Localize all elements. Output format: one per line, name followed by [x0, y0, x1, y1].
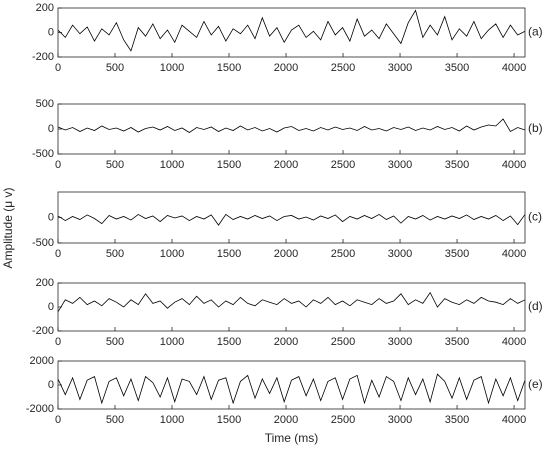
x-tick-label: 4000: [502, 414, 526, 426]
y-tick-label: 0: [48, 123, 54, 135]
y-tick-label: -200: [32, 51, 54, 63]
signal-line: [57, 291, 526, 313]
x-tick-label: 3000: [388, 248, 412, 260]
y-axis-label: Amplitude (μ v): [1, 188, 15, 269]
axes-box: [57, 191, 526, 244]
x-tick-label: 0: [55, 414, 61, 426]
x-tick-label: 3500: [445, 62, 469, 74]
x-axis-label: Time (ms): [265, 431, 319, 445]
x-tick-label: 500: [106, 336, 124, 348]
x-tick-label: 500: [106, 62, 124, 74]
y-tick-label: 0: [48, 26, 54, 38]
x-tick-label: 0: [55, 248, 61, 260]
x-tick-label: 500: [106, 414, 124, 426]
x-tick-label: 500: [106, 159, 124, 171]
signal-line: [57, 213, 526, 226]
x-tick-label: 1000: [160, 248, 184, 260]
x-tick-label: 2500: [331, 414, 355, 426]
x-tick-label: 3500: [445, 414, 469, 426]
x-tick-label: 2500: [331, 248, 355, 260]
signal-line: [57, 373, 526, 405]
y-tick-label: -500: [32, 237, 54, 249]
signal-line: [57, 118, 526, 133]
x-tick-label: 1500: [217, 159, 241, 171]
y-tick-label: -200: [32, 325, 54, 337]
x-tick-label: 1500: [217, 248, 241, 260]
x-tick-label: 1500: [217, 336, 241, 348]
panel-label: (c): [528, 210, 542, 224]
x-tick-label: 1000: [160, 159, 184, 171]
x-tick-label: 2500: [331, 62, 355, 74]
x-tick-label: 2000: [274, 248, 298, 260]
y-tick-label: 500: [36, 98, 54, 110]
x-tick-label: 3000: [388, 159, 412, 171]
x-tick-label: 3000: [388, 336, 412, 348]
x-tick-label: 4000: [502, 159, 526, 171]
x-tick-label: 4000: [502, 248, 526, 260]
panel-label: (e): [528, 377, 543, 391]
panel-label: (b): [528, 121, 543, 135]
x-tick-label: 3500: [445, 159, 469, 171]
y-tick-label: -500: [32, 148, 54, 160]
x-tick-label: 500: [106, 248, 124, 260]
x-tick-label: 1000: [160, 414, 184, 426]
y-tick-label: 2000: [30, 355, 54, 367]
y-tick-label: 0: [48, 211, 54, 223]
x-tick-label: 2500: [331, 336, 355, 348]
panel-label: (a): [528, 25, 543, 39]
x-tick-label: 2000: [274, 159, 298, 171]
y-tick-label: 200: [36, 2, 54, 14]
y-tick-label: 0: [48, 301, 54, 313]
x-tick-label: 2000: [274, 336, 298, 348]
y-tick-label: -2000: [26, 403, 54, 415]
x-tick-label: 2500: [331, 159, 355, 171]
x-tick-label: 3000: [388, 414, 412, 426]
x-tick-label: 0: [55, 159, 61, 171]
x-tick-label: 2000: [274, 62, 298, 74]
x-tick-label: 1000: [160, 336, 184, 348]
x-tick-label: 1000: [160, 62, 184, 74]
x-tick-label: 3500: [445, 248, 469, 260]
y-tick-label: 0: [48, 379, 54, 391]
signal-line: [57, 9, 526, 52]
x-tick-label: 0: [55, 336, 61, 348]
x-tick-label: 3500: [445, 336, 469, 348]
x-tick-label: 2000: [274, 414, 298, 426]
x-tick-label: 1500: [217, 62, 241, 74]
x-tick-label: 4000: [502, 336, 526, 348]
x-tick-label: 0: [55, 62, 61, 74]
panel-label: (d): [528, 299, 543, 313]
y-tick-label: 200: [36, 277, 54, 289]
x-tick-label: 4000: [502, 62, 526, 74]
axes-box: [57, 7, 526, 58]
x-tick-label: 1500: [217, 414, 241, 426]
x-tick-label: 3000: [388, 62, 412, 74]
axes-box: [57, 282, 526, 332]
